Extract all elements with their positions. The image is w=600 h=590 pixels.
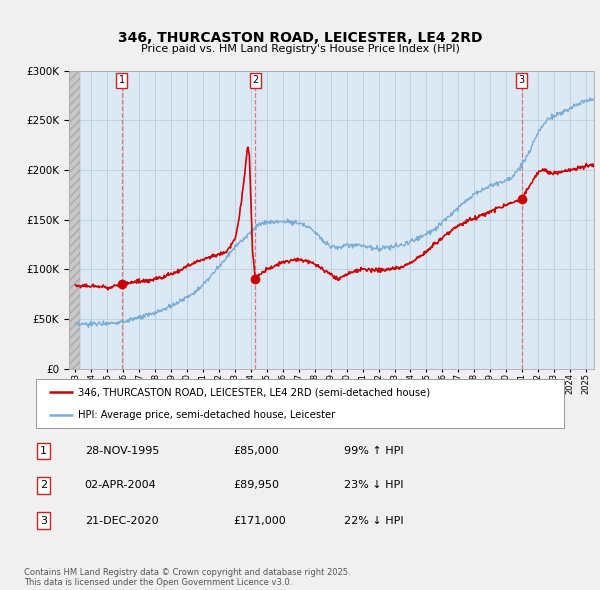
Text: 23% ↓ HPI: 23% ↓ HPI: [344, 480, 404, 490]
Text: 28-NOV-1995: 28-NOV-1995: [85, 447, 159, 456]
Text: 2: 2: [252, 76, 259, 86]
Text: £85,000: £85,000: [234, 447, 280, 456]
Text: 02-APR-2004: 02-APR-2004: [85, 480, 157, 490]
Text: 2: 2: [40, 480, 47, 490]
Text: 21-DEC-2020: 21-DEC-2020: [85, 516, 158, 526]
Text: 3: 3: [518, 76, 525, 86]
Text: HPI: Average price, semi-detached house, Leicester: HPI: Average price, semi-detached house,…: [78, 409, 335, 419]
Text: 3: 3: [40, 516, 47, 526]
Text: £171,000: £171,000: [234, 516, 287, 526]
Text: 346, THURCASTON ROAD, LEICESTER, LE4 2RD (semi-detached house): 346, THURCASTON ROAD, LEICESTER, LE4 2RD…: [78, 388, 430, 398]
Text: 1: 1: [119, 76, 125, 86]
Text: 99% ↑ HPI: 99% ↑ HPI: [344, 447, 404, 456]
Text: £89,950: £89,950: [234, 480, 280, 490]
Text: 1: 1: [40, 447, 47, 456]
Text: 346, THURCASTON ROAD, LEICESTER, LE4 2RD: 346, THURCASTON ROAD, LEICESTER, LE4 2RD: [118, 31, 482, 45]
Text: 22% ↓ HPI: 22% ↓ HPI: [344, 516, 404, 526]
Text: Price paid vs. HM Land Registry's House Price Index (HPI): Price paid vs. HM Land Registry's House …: [140, 44, 460, 54]
Text: Contains HM Land Registry data © Crown copyright and database right 2025.
This d: Contains HM Land Registry data © Crown c…: [24, 568, 350, 587]
